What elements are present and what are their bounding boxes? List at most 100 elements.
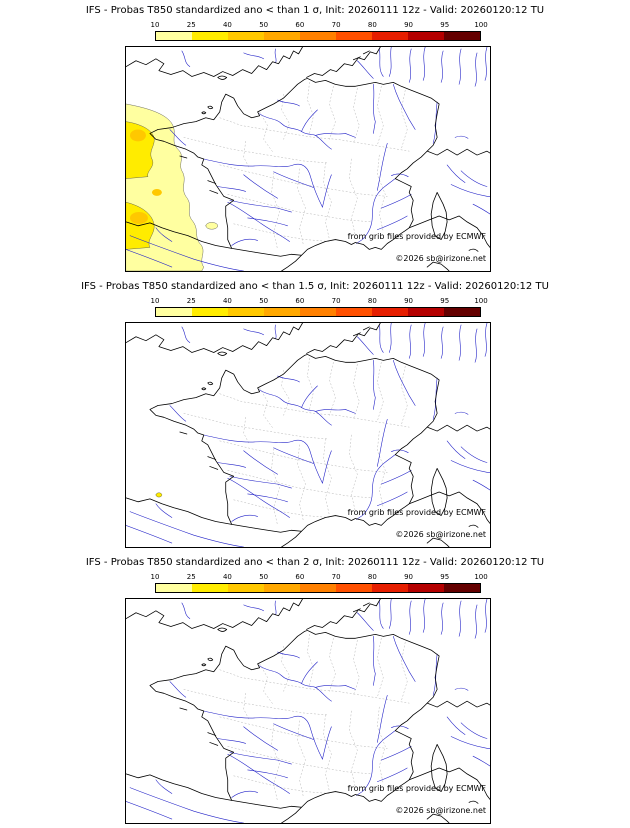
- river: [229, 475, 292, 489]
- river: [227, 753, 290, 794]
- river: [446, 440, 466, 459]
- credit-provider: from grib files provided by ECMWF: [347, 508, 486, 517]
- river: [377, 767, 408, 783]
- river: [301, 661, 318, 684]
- river: [169, 681, 187, 698]
- river: [203, 158, 323, 208]
- colorbar: 10 25 40 50 60 70 80 90 95 100: [151, 297, 488, 319]
- department-border: [329, 362, 336, 416]
- river: [181, 602, 191, 619]
- river: [458, 600, 462, 637]
- coastline: [209, 742, 219, 746]
- river: [126, 801, 173, 820]
- river: [450, 736, 490, 749]
- department-border: [329, 638, 336, 692]
- colorbar-tick-label: 80: [367, 21, 377, 29]
- department-border: [400, 89, 408, 150]
- colorbar-segment: [372, 308, 408, 316]
- coastline: [207, 381, 214, 386]
- river: [460, 722, 488, 739]
- river: [432, 653, 438, 696]
- colorbar-segment: [156, 32, 192, 40]
- coastline: [207, 456, 217, 460]
- coastline: [126, 497, 233, 525]
- colorbar-segment: [444, 308, 480, 316]
- river: [247, 217, 288, 227]
- river: [322, 726, 332, 760]
- colorbar-tick-label: 10: [150, 21, 160, 29]
- river: [432, 101, 438, 144]
- department-border: [377, 430, 386, 508]
- river: [273, 447, 314, 464]
- colorbar-segment: [372, 584, 408, 592]
- river: [440, 602, 444, 635]
- colorbar-tick-label: 70: [331, 573, 341, 581]
- colorbar-bar: [155, 31, 481, 41]
- colorbar-tick-label: 70: [331, 21, 341, 29]
- river: [450, 460, 490, 473]
- colorbar-segment: [444, 584, 480, 592]
- coastline: [362, 326, 370, 331]
- river: [373, 360, 376, 410]
- department-border: [353, 88, 360, 144]
- river: [422, 599, 426, 633]
- river: [155, 779, 173, 794]
- colorbar-tick-label: 50: [259, 21, 269, 29]
- department-border: [297, 444, 306, 522]
- colorbar-segment: [336, 584, 372, 592]
- department-border: [219, 669, 410, 704]
- river: [377, 142, 388, 191]
- department-border: [233, 223, 330, 242]
- department-border: [233, 499, 330, 518]
- river: [446, 164, 466, 183]
- panel-title: IFS - Probas T850 standardized ano < tha…: [85, 557, 545, 568]
- river: [380, 194, 412, 209]
- france-map-svg: [126, 599, 490, 823]
- department-border: [400, 365, 408, 426]
- department-border: [349, 710, 358, 788]
- department-border: [271, 448, 280, 526]
- coastline: [149, 354, 440, 533]
- river: [472, 203, 490, 215]
- colorbar-tick-label: 60: [295, 21, 305, 29]
- coastline: [217, 351, 228, 356]
- credit-copyright: ©2026 sb@irizone.net: [395, 806, 486, 815]
- river: [379, 48, 384, 77]
- department-border: [323, 438, 332, 516]
- colorbar-ticks: 10 25 40 50 60 70 80 90 95 100: [151, 573, 488, 582]
- colorbar-tick-label: 80: [367, 573, 377, 581]
- coastline: [207, 180, 217, 184]
- river: [379, 324, 384, 353]
- colorbar-tick-label: 60: [295, 297, 305, 305]
- colorbar-tick-label: 40: [222, 21, 232, 29]
- coastline: [352, 608, 361, 613]
- department-border: [183, 137, 328, 164]
- coastline: [426, 261, 450, 271]
- river: [277, 99, 300, 107]
- river: [129, 787, 244, 823]
- department-border: [259, 111, 274, 154]
- river: [377, 491, 408, 507]
- river: [243, 604, 264, 612]
- panel-title: IFS - Probas T850 standardized ano < tha…: [85, 5, 545, 16]
- coastline: [126, 599, 303, 629]
- department-border: [377, 86, 384, 146]
- coastline: [149, 630, 440, 809]
- river: [274, 324, 277, 340]
- colorbar-ticks: 10 25 40 50 60 70 80 90 95 100: [151, 21, 488, 30]
- coastline: [217, 75, 228, 80]
- colorbar-tick-label: 70: [331, 297, 341, 305]
- colorbar-tick-label: 80: [367, 297, 377, 305]
- river: [277, 375, 300, 383]
- coastline: [352, 332, 361, 337]
- panel-sigma-1: IFS - Probas T850 standardized ano < tha…: [0, 0, 630, 276]
- coastline: [126, 47, 303, 77]
- department-border: [297, 720, 306, 798]
- river: [408, 324, 412, 359]
- coastline: [179, 707, 188, 711]
- river: [460, 170, 488, 187]
- coastline: [408, 215, 490, 248]
- colorbar-segment: [372, 32, 408, 40]
- colorbar-tick-label: 95: [440, 573, 450, 581]
